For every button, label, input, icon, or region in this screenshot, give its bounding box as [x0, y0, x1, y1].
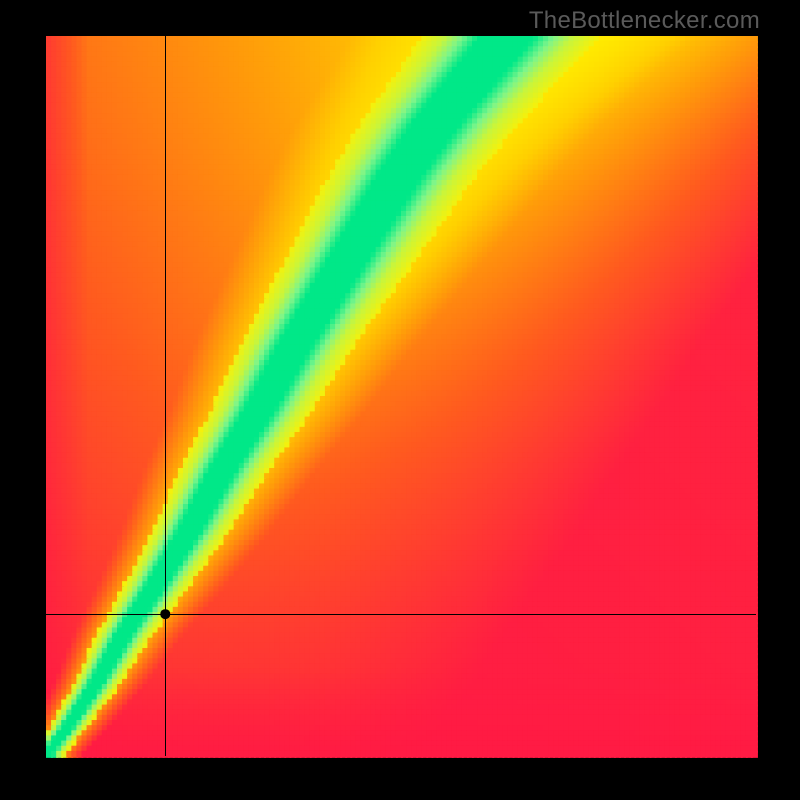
chart-root: TheBottlenecker.com: [0, 0, 800, 800]
heatmap-canvas: [0, 0, 800, 800]
watermark-text: TheBottlenecker.com: [529, 7, 760, 35]
